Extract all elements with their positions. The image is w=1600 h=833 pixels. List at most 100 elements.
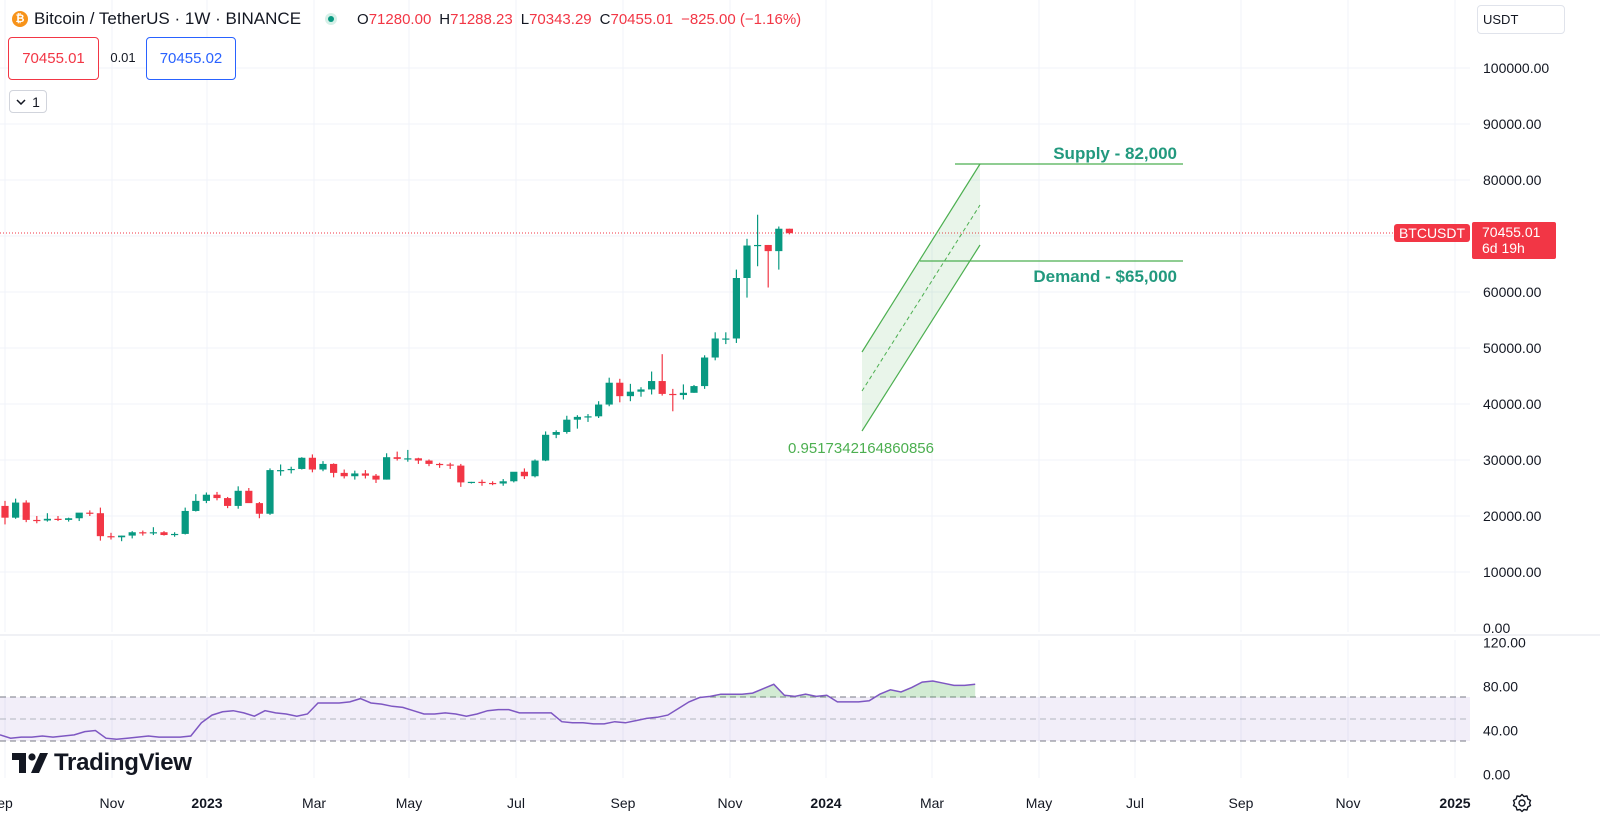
tradingview-logo[interactable]: TradingView [12, 749, 192, 777]
candle[interactable] [255, 502, 263, 519]
time-tick-label: Nov [718, 795, 743, 811]
candle[interactable] [96, 507, 104, 541]
candle[interactable] [690, 384, 698, 393]
candle[interactable] [361, 470, 369, 479]
candle[interactable] [605, 377, 613, 407]
candle[interactable] [436, 462, 444, 468]
buy-button[interactable]: 70455.02 [146, 37, 236, 80]
candle[interactable] [1, 500, 9, 525]
candle[interactable] [393, 451, 401, 461]
market-open-icon [325, 13, 338, 25]
candle[interactable] [234, 486, 242, 509]
candle[interactable] [245, 488, 253, 504]
candle[interactable] [171, 532, 179, 537]
candle[interactable] [531, 459, 539, 478]
candle[interactable] [404, 449, 412, 462]
candle[interactable] [775, 226, 783, 270]
settings-gear-icon[interactable] [1512, 793, 1532, 813]
candle[interactable] [192, 494, 200, 512]
candle[interactable] [340, 469, 348, 479]
candle[interactable] [202, 492, 210, 504]
candle[interactable] [478, 479, 486, 486]
candle[interactable] [414, 457, 422, 464]
candle[interactable] [669, 388, 677, 412]
candle[interactable] [510, 471, 518, 483]
candle[interactable] [446, 462, 454, 469]
candle[interactable] [552, 430, 560, 439]
candle[interactable] [330, 463, 338, 478]
quantity-dropdown[interactable]: 1 [9, 90, 47, 113]
candle[interactable] [287, 466, 295, 474]
candle[interactable] [54, 516, 62, 522]
candle[interactable] [149, 527, 157, 536]
candle[interactable] [308, 454, 316, 473]
channel-upper-line [861, 163, 981, 353]
symbol-header: ₿ Bitcoin / TetherUS · 1W · BINANCE O712… [12, 8, 801, 30]
candle[interactable] [658, 354, 666, 396]
currency-select[interactable]: USDT [1477, 5, 1565, 34]
regression-channel[interactable] [861, 163, 981, 432]
sell-button[interactable]: 70455.01 [8, 37, 99, 80]
candle[interactable] [12, 498, 20, 519]
candle[interactable] [520, 468, 528, 480]
rsi-line[interactable] [0, 680, 976, 741]
candle[interactable] [181, 507, 189, 535]
candle[interactable] [277, 464, 285, 476]
candle[interactable] [711, 332, 719, 361]
candle[interactable] [33, 516, 41, 524]
candle[interactable] [785, 228, 793, 235]
candle[interactable] [764, 244, 772, 288]
price-tick-label: 40000.00 [1483, 396, 1542, 412]
candle[interactable] [489, 481, 497, 486]
candle[interactable] [86, 510, 94, 516]
ohlc-values: O71280.00 H71288.23 L70343.29 C70455.01 … [357, 11, 801, 28]
symbol-title[interactable]: Bitcoin / TetherUS · 1W · BINANCE [34, 9, 302, 28]
candle[interactable] [118, 535, 126, 542]
candle[interactable] [107, 532, 115, 540]
candle[interactable] [372, 474, 380, 483]
price-axis[interactable]: 100000.0090000.0080000.0070000.0060000.0… [1483, 60, 1549, 636]
time-tick-label: Jul [1126, 795, 1144, 811]
candle[interactable] [160, 531, 168, 536]
candle[interactable] [595, 401, 603, 418]
candle[interactable] [679, 384, 687, 400]
candle[interactable] [298, 457, 306, 470]
candle[interactable] [648, 371, 656, 395]
candle[interactable] [75, 512, 83, 522]
candle[interactable] [542, 431, 550, 462]
candle[interactable] [266, 468, 274, 515]
candle[interactable] [743, 238, 751, 298]
candle[interactable] [626, 383, 634, 402]
candle[interactable] [22, 500, 30, 523]
candle[interactable] [701, 355, 709, 389]
candle[interactable] [65, 517, 73, 522]
candles-layer[interactable] [1, 214, 793, 542]
candle[interactable] [467, 481, 475, 484]
candle[interactable] [499, 479, 507, 486]
candle[interactable] [754, 214, 762, 267]
candle[interactable] [319, 461, 327, 472]
candle[interactable] [128, 531, 136, 539]
demand-label[interactable]: Demand - $65,000 [1033, 267, 1177, 286]
candle[interactable] [573, 415, 581, 429]
candle[interactable] [637, 387, 645, 397]
time-axis[interactable]: ep Nov 2023 Mar May Jul Sep Nov 2024 Mar May Jul Sep… [0, 795, 1471, 811]
candle[interactable] [563, 415, 571, 434]
candle[interactable] [616, 378, 624, 403]
candle[interactable] [383, 453, 391, 480]
candle[interactable] [139, 530, 147, 536]
candle[interactable] [732, 269, 740, 343]
candle[interactable] [584, 414, 592, 422]
close-key: C [599, 10, 611, 28]
candle[interactable] [213, 491, 221, 501]
candle[interactable] [351, 470, 359, 480]
supply-label[interactable]: Supply - 82,000 [1053, 144, 1177, 163]
candle[interactable] [224, 496, 232, 509]
candle[interactable] [425, 459, 433, 467]
rsi-axis[interactable]: 120.00 80.00 40.00 0.00 [1483, 635, 1526, 783]
candle[interactable] [43, 513, 51, 522]
candle[interactable] [457, 463, 465, 487]
candle[interactable] [722, 332, 730, 345]
rsi-pane[interactable] [0, 680, 976, 741]
